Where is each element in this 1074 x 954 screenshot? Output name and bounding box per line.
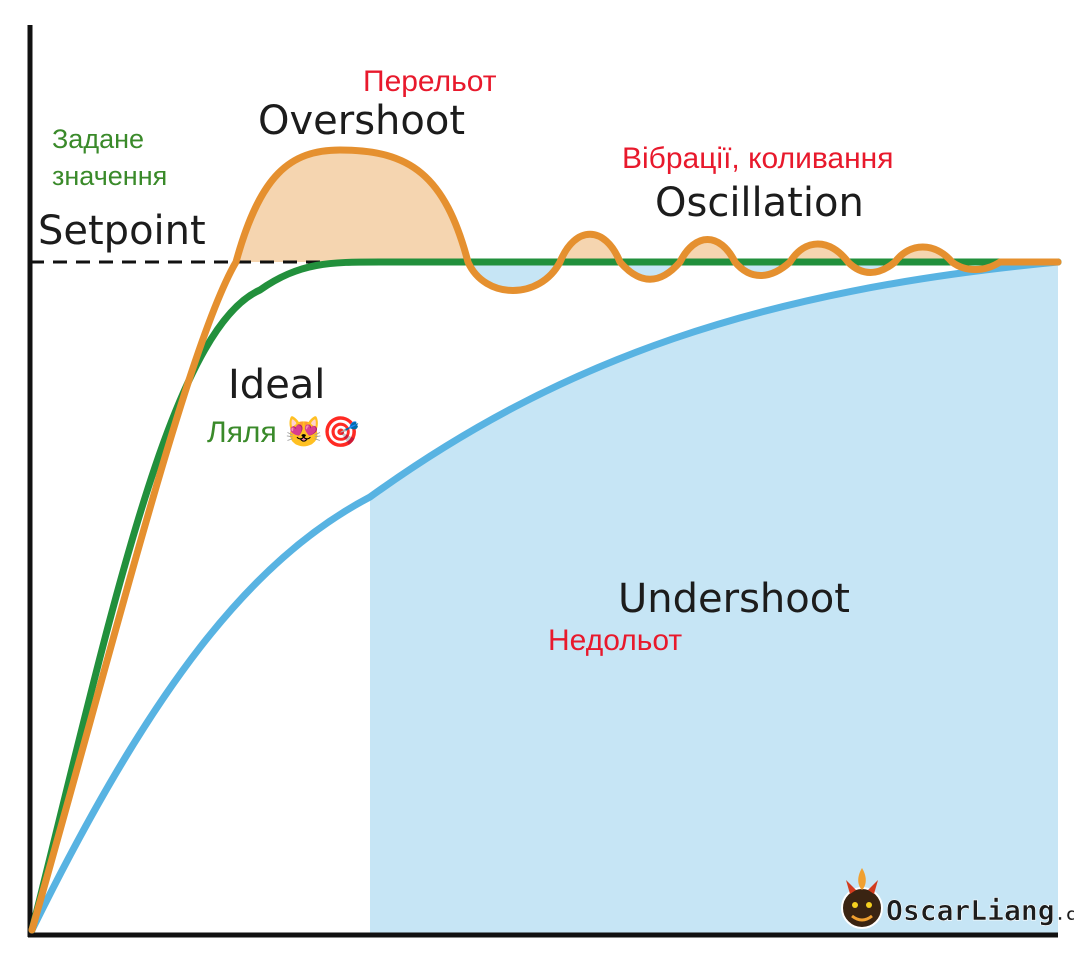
overshoot-ua-label: Перельот [363, 65, 497, 98]
dragon-head-icon [841, 868, 883, 929]
logo-text-main: OscarLiang [886, 894, 1055, 927]
ideal-ua-label: Ляля 😻🎯 [207, 415, 360, 449]
setpoint-ua-label-line1: Задане [52, 124, 144, 154]
ideal-label: Ideal [228, 362, 325, 408]
overshoot-label: Overshoot [258, 98, 465, 144]
setpoint-ua-label-line2: значення [52, 161, 167, 191]
overshoot-area [236, 150, 468, 262]
undershoot-curve [28, 258, 1062, 934]
undershoot-label: Undershoot [618, 576, 850, 622]
overshoot-curve [28, 146, 1062, 934]
setpoint-label: Setpoint [38, 208, 206, 254]
ideal-curve [28, 258, 1062, 934]
oscarliang-logo: OscarLiang.com [841, 868, 1074, 929]
oscillation-label: Oscillation [655, 180, 864, 226]
undershoot-ua-label: Недольот [548, 624, 682, 657]
undershoot-area [370, 262, 1058, 935]
svg-text:OscarLiang.com: OscarLiang.com [886, 894, 1074, 927]
logo-text-suffix: .com [1055, 904, 1074, 925]
oscillation-ua-label: Вібрації, коливання [622, 142, 894, 175]
